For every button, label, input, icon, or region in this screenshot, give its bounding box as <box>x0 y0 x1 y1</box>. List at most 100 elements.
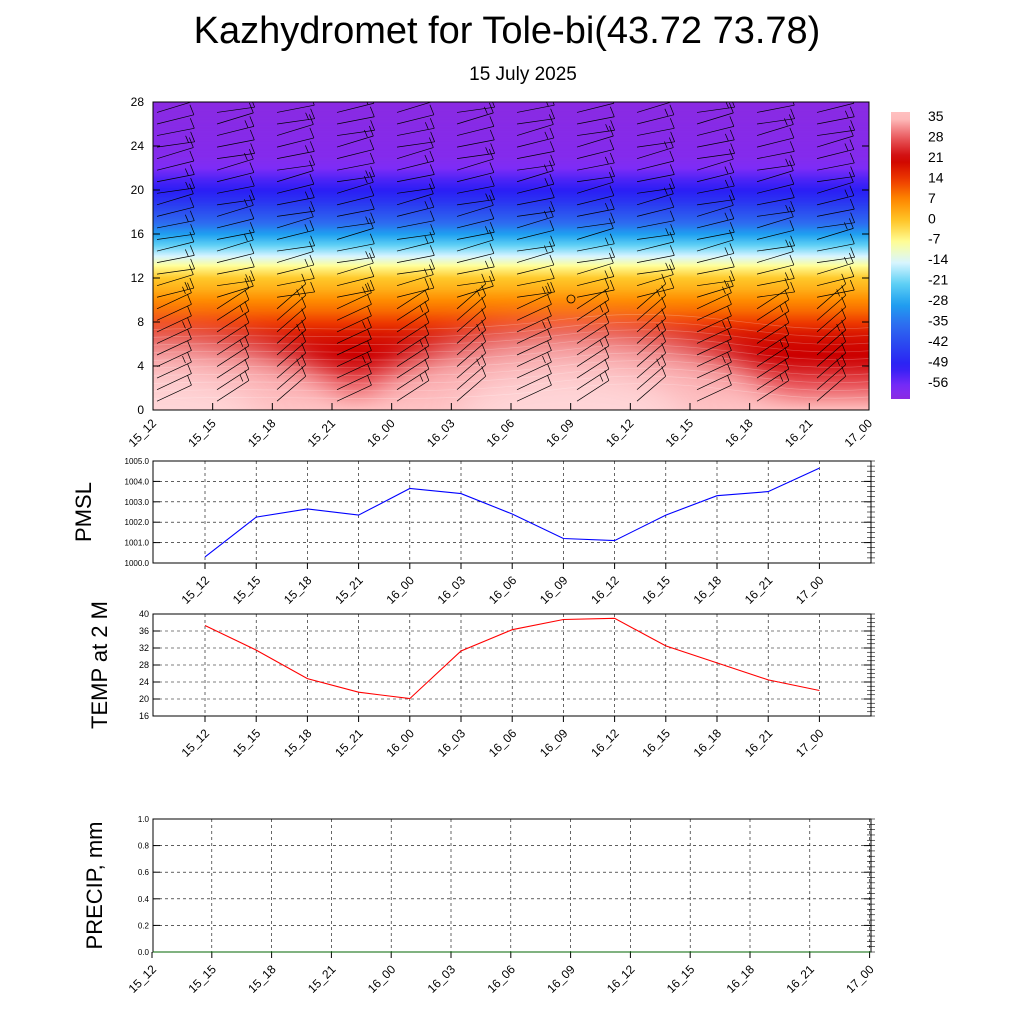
wind-barb-flag <box>544 210 548 218</box>
wind-barb-flag <box>419 339 424 347</box>
wind-barb-flag <box>604 335 610 346</box>
wind-barb-shaft <box>396 274 434 287</box>
wind-barb-shaft <box>396 241 434 252</box>
wind-barb-shaft <box>336 338 372 356</box>
x-tick-label: 16_06 <box>486 573 520 607</box>
wind-barb <box>576 370 610 402</box>
wind-barb <box>156 231 195 252</box>
wind-barb <box>216 324 250 356</box>
wind-barb-shaft <box>516 118 555 125</box>
wind-barb-flag <box>249 243 255 254</box>
wind-barb-shaft <box>756 229 794 240</box>
temperature-band <box>153 141 869 143</box>
wind-barb <box>456 273 487 310</box>
wind-barb-flag <box>429 245 435 256</box>
wind-barb-shaft <box>576 228 614 240</box>
wind-barb-shaft <box>276 137 314 148</box>
wind-barb-shaft <box>156 220 195 229</box>
wind-barb <box>576 301 610 333</box>
wind-barb <box>696 375 732 402</box>
temperature-band <box>153 102 869 105</box>
wind-barb <box>756 187 795 206</box>
wind-barb-flag <box>609 152 615 164</box>
wind-barb-shaft <box>336 303 372 321</box>
wind-barb-flag <box>190 224 195 235</box>
wind-barb-flag <box>544 177 549 186</box>
wind-barb-shaft <box>216 357 250 379</box>
temperature-band <box>153 189 869 192</box>
x-tick-label: 15_18 <box>281 573 315 607</box>
wind-barb-shaft <box>816 162 855 171</box>
wind-barb-shaft <box>816 256 855 263</box>
wind-barb-shaft <box>336 292 372 310</box>
wind-barb-shaft <box>696 285 734 298</box>
wind-barb <box>156 277 195 298</box>
temperature-band <box>153 121 869 124</box>
temperature-band <box>153 176 869 179</box>
temperature-band <box>153 229 869 231</box>
wind-barb-shaft <box>756 118 795 125</box>
temperature-band <box>153 130 869 132</box>
wind-barb-flag <box>605 124 609 132</box>
wind-barb-flag <box>604 237 609 245</box>
wind-barb-shaft <box>636 306 666 333</box>
wind-barb-flag <box>424 312 430 323</box>
x-tick-label: 16_12 <box>588 726 622 760</box>
y-tick-label: 1000.0 <box>125 559 150 568</box>
temperature-band <box>153 281 869 283</box>
wind-barb-flag <box>547 328 552 340</box>
wind-barb-flag <box>547 317 552 328</box>
wind-barb-flag <box>249 129 255 140</box>
temperature-band <box>153 133 869 136</box>
wind-barb-flag <box>850 120 855 131</box>
wind-barb-flag <box>429 164 435 175</box>
temperature-band <box>153 305 869 307</box>
x-tick-label: 16_12 <box>604 962 638 996</box>
temperature-band <box>153 262 869 264</box>
wind-barb-flag <box>367 282 372 293</box>
wind-barb-flag <box>367 351 372 363</box>
wind-barb-flag <box>784 358 790 370</box>
wind-barb-flag <box>370 247 375 258</box>
wind-barb-shaft <box>696 239 734 252</box>
wind-barb-flag <box>609 139 615 150</box>
temperature-band <box>153 232 869 235</box>
wind-barb <box>396 335 430 367</box>
pmsl-series-line <box>204 467 820 558</box>
wind-barb-flag <box>296 358 301 366</box>
wind-barb-flag <box>366 102 369 105</box>
x-tick-label: 16_00 <box>383 573 417 607</box>
wind-barb <box>276 281 315 298</box>
wind-barb <box>156 363 192 390</box>
wind-barb <box>216 256 255 275</box>
temperature-band <box>153 193 869 195</box>
wind-barb <box>456 256 495 275</box>
wind-barb-shaft <box>276 283 306 310</box>
wind-barb <box>636 150 675 171</box>
temperature-band <box>153 187 869 190</box>
temperature-band <box>153 240 869 242</box>
wind-barb <box>456 189 495 206</box>
wind-barb-shaft <box>636 283 666 310</box>
wind-barb <box>516 102 555 113</box>
wind-barb-shaft <box>756 291 795 298</box>
temperature-band <box>153 169 869 172</box>
wind-barb-shaft <box>636 193 674 206</box>
wind-barb-flag <box>549 173 555 185</box>
x-tick-label: 15_15 <box>230 573 264 607</box>
wind-barb-shaft <box>396 268 435 275</box>
wind-barb-flag <box>610 120 615 131</box>
wind-barb <box>816 279 855 298</box>
wind-barb <box>396 289 430 321</box>
x-tick-label: 16_06 <box>484 962 518 996</box>
wind-barb <box>156 131 195 148</box>
wind-barb-shaft <box>516 216 554 229</box>
temperature-band <box>153 327 869 329</box>
y-tick-label: 8 <box>137 315 144 329</box>
wind-barb <box>156 197 195 217</box>
wind-barb <box>336 166 375 183</box>
wind-barb <box>516 154 555 171</box>
wind-barb <box>396 104 435 125</box>
wind-barb-shaft <box>396 160 434 171</box>
y-tick-label: 28 <box>139 660 149 670</box>
